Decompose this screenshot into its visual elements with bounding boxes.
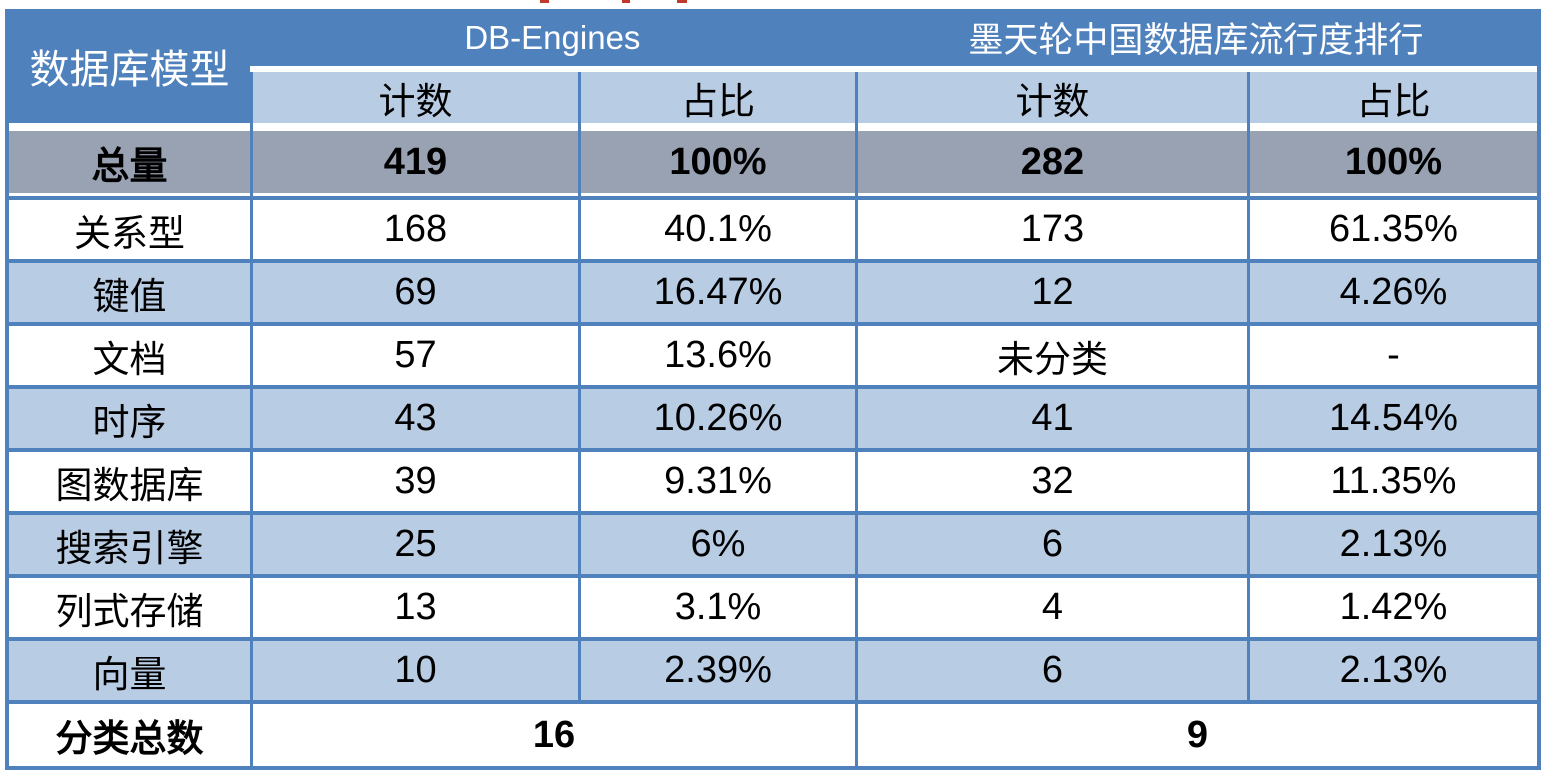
cell-count-modb: 41	[855, 389, 1247, 448]
subheader-count-modb: 计数	[854, 72, 1247, 123]
row-label: 搜索引擎	[9, 515, 250, 574]
cell-share-db: 16.47%	[578, 263, 856, 322]
header-white-gap	[249, 66, 1537, 72]
cell-count-db: 168	[249, 200, 578, 259]
subheader-share-db: 占比	[578, 72, 855, 123]
subheader-count-db: 计数	[249, 72, 579, 123]
cropped-red-text-artifact	[622, 0, 630, 3]
total-row: 总量 419 100% 282 100%	[9, 123, 1537, 196]
cropped-red-text-artifact	[677, 0, 687, 3]
cell-share-modb: 1.42%	[1246, 578, 1537, 637]
table-row-graph: 图数据库 39 9.31% 32 11.35%	[9, 448, 1537, 511]
cropped-red-text-artifact	[540, 0, 549, 3]
column-group-headers: DB-Engines 墨天轮中国数据库流行度排行	[249, 9, 1537, 66]
cell-count-modb: 173	[855, 200, 1247, 259]
table-row-vector: 向量 10 2.39% 6 2.13%	[9, 637, 1537, 700]
footer-label: 分类总数	[9, 704, 250, 766]
cell-share-db: 13.6%	[578, 326, 856, 385]
cell-share-modb: -	[1246, 326, 1537, 385]
table-row-relational: 关系型 168 40.1% 173 61.35%	[9, 196, 1537, 259]
corner-header-cell: 数据库模型	[9, 9, 250, 123]
cell-count-db: 57	[249, 326, 578, 385]
cell-count-modb: 未分类	[855, 326, 1247, 385]
cell-count-db: 25	[249, 515, 578, 574]
cell-share-modb: 14.54%	[1246, 389, 1537, 448]
cell-share-modb: 4.26%	[1246, 263, 1537, 322]
total-row-label: 总量	[9, 131, 250, 193]
cell-count-modb: 6	[855, 641, 1247, 700]
cell-count-db: 69	[249, 263, 578, 322]
group-header-db-engines: DB-Engines	[464, 18, 641, 56]
footer-db-engines-categories: 16	[249, 704, 856, 766]
database-model-comparison-table: 数据库模型 DB-Engines 墨天轮中国数据库流行度排行 计数 占比 计数 …	[5, 9, 1541, 770]
row-label: 文档	[9, 326, 250, 385]
total-share-db: 100%	[581, 131, 856, 193]
cell-share-db: 6%	[578, 515, 856, 574]
header-right-section: DB-Engines 墨天轮中国数据库流行度排行 计数 占比 计数 占比	[249, 9, 1537, 123]
cell-count-modb: 12	[855, 263, 1247, 322]
table-header: 数据库模型 DB-Engines 墨天轮中国数据库流行度排行 计数 占比 计数 …	[9, 9, 1537, 123]
sub-column-headers: 计数 占比 计数 占比	[249, 72, 1537, 123]
row-label: 图数据库	[9, 452, 250, 511]
table-row-document: 文档 57 13.6% 未分类 -	[9, 322, 1537, 385]
row-label: 列式存储	[9, 578, 250, 637]
subheader-share-modb: 占比	[1247, 72, 1537, 123]
cell-share-modb: 11.35%	[1246, 452, 1537, 511]
table-row-key-value: 键值 69 16.47% 12 4.26%	[9, 259, 1537, 322]
cell-count-modb: 4	[855, 578, 1247, 637]
cell-count-modb: 6	[855, 515, 1247, 574]
cell-share-db: 10.26%	[578, 389, 856, 448]
category-total-row: 分类总数 16 9	[9, 700, 1537, 766]
cell-share-db: 40.1%	[578, 200, 856, 259]
cell-share-modb: 61.35%	[1246, 200, 1537, 259]
total-count-db: 419	[252, 131, 578, 193]
table-row-search-engine: 搜索引擎 25 6% 6 2.13%	[9, 511, 1537, 574]
cell-count-modb: 32	[855, 452, 1247, 511]
cell-share-modb: 2.13%	[1246, 641, 1537, 700]
cell-share-db: 9.31%	[578, 452, 856, 511]
total-count-modb: 282	[858, 131, 1247, 193]
cell-count-db: 39	[249, 452, 578, 511]
footer-modb-categories: 9	[855, 704, 1537, 766]
cell-share-modb: 2.13%	[1246, 515, 1537, 574]
cell-share-db: 2.39%	[578, 641, 856, 700]
row-label: 时序	[9, 389, 250, 448]
group-header-modb: 墨天轮中国数据库流行度排行	[968, 21, 1424, 60]
table-row-time-series: 时序 43 10.26% 41 14.54%	[9, 385, 1537, 448]
row-label: 键值	[9, 263, 250, 322]
row-label: 关系型	[9, 200, 250, 259]
table-row-columnar: 列式存储 13 3.1% 4 1.42%	[9, 574, 1537, 637]
cell-count-db: 43	[249, 389, 578, 448]
total-share-modb: 100%	[1249, 131, 1537, 193]
row-label: 向量	[9, 641, 250, 700]
cell-share-db: 3.1%	[578, 578, 856, 637]
cell-count-db: 10	[249, 641, 578, 700]
cell-count-db: 13	[249, 578, 578, 637]
